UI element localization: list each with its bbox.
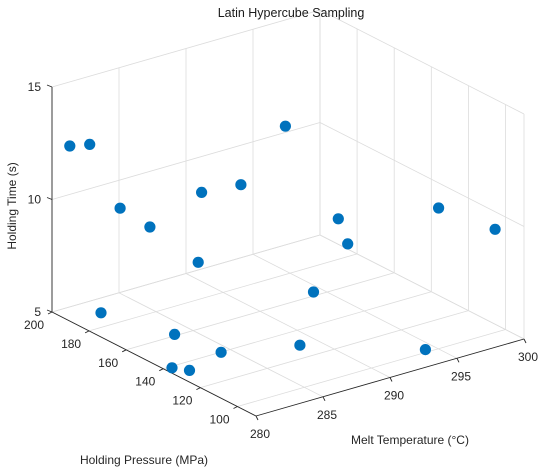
- chart-title: Latin Hypercube Sampling: [218, 6, 365, 20]
- x-tick-mark: [322, 396, 326, 402]
- y-tick-label: 200: [24, 318, 44, 332]
- data-point: [196, 186, 208, 198]
- x-axis-label: Melt Temperature (°C): [351, 433, 469, 447]
- z-tick-label: 5: [34, 305, 41, 319]
- data-point: [169, 328, 181, 340]
- grid-line-floor-y: [200, 310, 469, 388]
- grid-line-floor-y: [237, 329, 506, 407]
- grid-line-floor-y: [126, 272, 395, 351]
- data-point: [489, 223, 501, 235]
- y-tick-mark: [47, 311, 53, 315]
- y-tick-mark: [121, 349, 127, 353]
- y-axis-label: Holding Pressure (MPa): [80, 453, 208, 467]
- grid-line-side-z: [319, 234, 525, 340]
- y-axis-line: [51, 311, 257, 417]
- data-point: [307, 286, 320, 298]
- y-tick-label: 160: [98, 356, 118, 370]
- x-tick-label: 290: [384, 389, 404, 403]
- data-point: [84, 138, 96, 150]
- grid-lines: [51, 9, 525, 417]
- data-point: [114, 202, 126, 214]
- y-tick-mark: [233, 406, 238, 409]
- z-tick-mark: [46, 309, 53, 313]
- data-point: [144, 221, 156, 233]
- y-tick-mark: [196, 387, 201, 391]
- x-tick-mark: [523, 338, 527, 344]
- x-tick-label: 300: [518, 350, 538, 364]
- x-tick-mark: [389, 377, 393, 382]
- data-point: [183, 364, 196, 376]
- data-point: [433, 202, 445, 214]
- data-point: [64, 140, 76, 152]
- grid-line-back-z: [51, 234, 321, 313]
- x-tick-label: 280: [250, 427, 270, 441]
- data-point: [95, 307, 107, 319]
- grid-line-floor-y: [88, 253, 358, 332]
- y-tick-label: 180: [61, 337, 81, 351]
- y-tick-mark: [84, 330, 90, 334]
- grid-line-floor-x: [252, 253, 458, 359]
- z-tick-label: 10: [28, 193, 42, 207]
- data-point: [342, 238, 354, 250]
- data-point: [192, 256, 204, 268]
- z-tick-mark: [46, 84, 53, 88]
- grid-line-floor-x: [185, 273, 391, 378]
- axis-lines: [51, 87, 525, 417]
- y-tick-label: 140: [135, 375, 155, 389]
- data-points: [64, 120, 501, 376]
- x-tick-label: 295: [451, 369, 471, 383]
- z-tick-label: 15: [28, 80, 42, 94]
- grid-line-floor-x: [118, 292, 324, 398]
- x-tick-mark: [255, 415, 259, 421]
- data-point: [215, 346, 227, 358]
- z-axis-label: Holding Time (s): [5, 162, 19, 249]
- y-tick-label: 100: [209, 413, 229, 427]
- data-point: [419, 344, 431, 356]
- data-point: [279, 120, 291, 132]
- grid-line-back-z: [51, 122, 321, 200]
- y-tick-mark: [159, 368, 164, 372]
- grid-line-side-z: [319, 122, 525, 227]
- y-tick-label: 120: [172, 394, 192, 408]
- data-point: [166, 362, 178, 374]
- data-point: [332, 213, 344, 225]
- grid-line-back-z: [51, 9, 321, 88]
- data-point: [235, 179, 247, 191]
- x-tick-label: 285: [317, 408, 337, 422]
- data-point: [294, 339, 306, 351]
- grid-line-floor-y: [163, 291, 432, 370]
- grid-line-side-z: [319, 9, 525, 115]
- x-tick-mark: [456, 358, 460, 363]
- z-tick-mark: [46, 197, 53, 200]
